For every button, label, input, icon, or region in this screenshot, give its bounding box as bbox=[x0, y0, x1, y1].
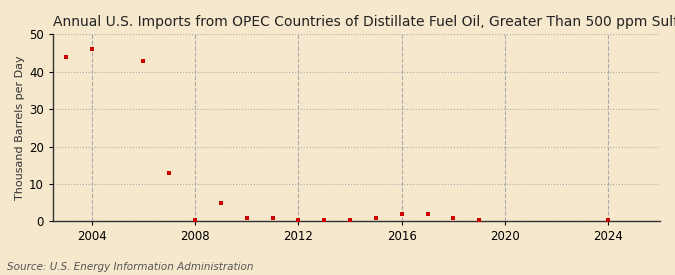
Point bbox=[293, 218, 304, 222]
Point bbox=[242, 216, 252, 220]
Point bbox=[319, 218, 329, 222]
Point bbox=[371, 216, 381, 220]
Point bbox=[448, 216, 459, 220]
Point bbox=[215, 200, 226, 205]
Point bbox=[474, 218, 485, 222]
Point bbox=[138, 58, 149, 63]
Point bbox=[422, 212, 433, 216]
Point bbox=[603, 218, 614, 222]
Point bbox=[190, 218, 200, 222]
Point bbox=[396, 212, 407, 216]
Point bbox=[345, 218, 356, 222]
Point bbox=[164, 170, 175, 175]
Point bbox=[86, 47, 97, 51]
Y-axis label: Thousand Barrels per Day: Thousand Barrels per Day bbox=[15, 56, 25, 200]
Text: Source: U.S. Energy Information Administration: Source: U.S. Energy Information Administ… bbox=[7, 262, 253, 272]
Point bbox=[267, 216, 278, 220]
Text: Annual U.S. Imports from OPEC Countries of Distillate Fuel Oil, Greater Than 500: Annual U.S. Imports from OPEC Countries … bbox=[53, 15, 675, 29]
Point bbox=[61, 55, 72, 59]
